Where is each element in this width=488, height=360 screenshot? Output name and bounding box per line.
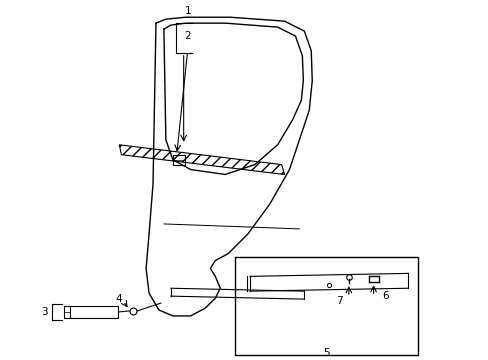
Text: 7: 7 — [335, 296, 342, 306]
Text: 1: 1 — [184, 6, 190, 16]
Text: 2: 2 — [184, 31, 190, 41]
Text: 5: 5 — [323, 347, 329, 357]
Polygon shape — [119, 145, 284, 175]
Text: 4: 4 — [115, 294, 122, 304]
Bar — [64, 306, 118, 318]
Text: 6: 6 — [381, 291, 388, 301]
Bar — [235, 257, 417, 355]
Text: 3: 3 — [41, 307, 47, 317]
